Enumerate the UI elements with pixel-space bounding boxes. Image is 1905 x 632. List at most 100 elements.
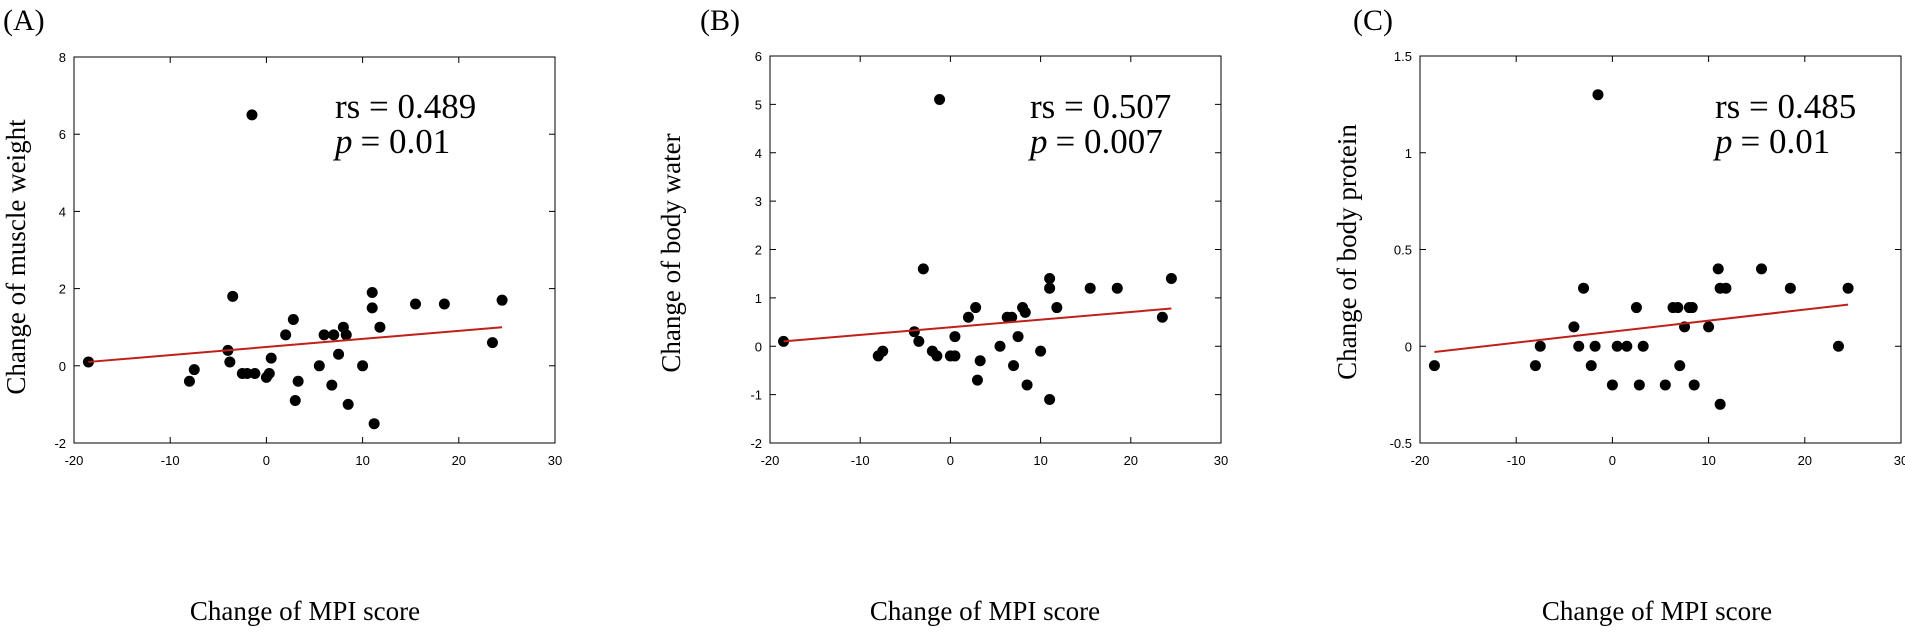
data-points xyxy=(82,109,508,430)
data-point xyxy=(241,368,253,380)
data-point xyxy=(287,313,299,325)
x-tick-label: 0 xyxy=(1609,453,1616,468)
x-tick-label: 10 xyxy=(1701,453,1715,468)
x-axis-title: Change of MPI score xyxy=(190,596,420,626)
data-point xyxy=(318,329,330,341)
data-point xyxy=(1044,393,1056,405)
y-tick-label: 0 xyxy=(59,359,66,374)
x-tick-labels: -20 -10 0 10 20 30 xyxy=(761,453,1229,468)
data-point xyxy=(292,375,304,387)
x-tick-label: 20 xyxy=(1124,453,1138,468)
trend-line xyxy=(1434,303,1849,354)
y-axis-title: Change of body protein xyxy=(1332,124,1362,380)
data-point xyxy=(1006,311,1018,323)
data-point xyxy=(496,294,508,306)
data-point xyxy=(1021,379,1033,391)
data-point xyxy=(962,311,974,323)
data-point xyxy=(949,350,961,362)
data-point xyxy=(368,418,380,430)
data-point xyxy=(1637,340,1649,352)
y-tick-labels: -2 -1 0 1 2 3 4 5 6 xyxy=(750,49,762,451)
data-point xyxy=(1714,398,1726,410)
data-point xyxy=(1720,282,1732,294)
data-point xyxy=(366,286,378,298)
y-tick-label: 1.5 xyxy=(1394,49,1412,64)
y-tick-label: 2 xyxy=(59,282,66,297)
data-point xyxy=(183,375,195,387)
plot-frame xyxy=(73,56,556,444)
data-point xyxy=(357,360,369,372)
y-axis-title: Change of body water xyxy=(656,133,686,372)
y-tick-label: 3 xyxy=(755,194,762,209)
data-point xyxy=(1529,360,1541,372)
tick-marks xyxy=(73,56,556,444)
x-tick-label: 0 xyxy=(263,453,270,468)
data-point xyxy=(1019,306,1031,318)
data-point xyxy=(1534,340,1546,352)
data-point xyxy=(410,298,422,310)
x-axis-title: Change of MPI score xyxy=(1542,596,1772,626)
y-tick-label: 0 xyxy=(755,339,762,354)
x-tick-label: 0 xyxy=(947,453,954,468)
data-point xyxy=(1712,263,1724,275)
p-annotation: p = 0.01 xyxy=(332,122,450,161)
data-points xyxy=(778,94,1177,405)
p-value: = 0.007 xyxy=(1056,122,1163,161)
data-point xyxy=(333,348,345,360)
rs-annotation: rs = 0.507 xyxy=(1030,87,1171,126)
data-point xyxy=(1672,302,1684,314)
tick-marks xyxy=(1419,55,1902,444)
data-point xyxy=(1703,321,1715,333)
data-point xyxy=(1044,273,1056,285)
data-point xyxy=(1611,340,1623,352)
p-value: = 0.01 xyxy=(361,122,451,161)
data-point xyxy=(366,302,378,314)
x-tick-label: 30 xyxy=(548,453,562,468)
data-point xyxy=(1573,340,1585,352)
data-point xyxy=(1578,282,1590,294)
data-point xyxy=(246,109,258,121)
x-tick-label: 30 xyxy=(1214,453,1228,468)
data-point xyxy=(1592,89,1604,101)
data-point xyxy=(1630,302,1642,314)
x-tick-label: 30 xyxy=(1894,453,1905,468)
data-point xyxy=(1008,360,1020,372)
data-point xyxy=(342,398,354,410)
panel-label: (B) xyxy=(700,4,740,37)
data-point xyxy=(1589,340,1601,352)
y-tick-label: 4 xyxy=(59,204,66,219)
data-point xyxy=(328,329,340,341)
p-value: = 0.01 xyxy=(1741,122,1831,161)
y-tick-label: -2 xyxy=(54,436,66,451)
data-point xyxy=(1428,360,1440,372)
p-symbol: p xyxy=(1712,122,1733,161)
rs-annotation: rs = 0.485 xyxy=(1715,87,1856,126)
y-tick-label: 5 xyxy=(755,97,762,112)
p-annotation: p = 0.007 xyxy=(1027,122,1163,161)
data-point xyxy=(1633,379,1645,391)
y-tick-labels: -2 0 2 4 6 8 xyxy=(54,50,66,451)
y-tick-label: -0.5 xyxy=(1390,436,1412,451)
y-tick-label: 4 xyxy=(755,146,762,161)
p-symbol: p xyxy=(1027,122,1048,161)
data-point xyxy=(970,302,982,314)
data-point xyxy=(1165,273,1177,285)
tick-marks xyxy=(769,55,1222,444)
p-annotation: p = 0.01 xyxy=(1712,122,1830,161)
data-point xyxy=(994,340,1006,352)
data-point xyxy=(1832,340,1844,352)
data-points xyxy=(1428,89,1854,410)
data-point xyxy=(1585,360,1597,372)
data-point xyxy=(224,356,236,368)
data-point xyxy=(917,263,929,275)
data-point xyxy=(1051,302,1063,314)
data-point xyxy=(1606,379,1618,391)
data-point xyxy=(1111,282,1123,294)
data-point xyxy=(1674,360,1686,372)
data-point xyxy=(326,379,338,391)
y-tick-label: 1 xyxy=(755,291,762,306)
data-point xyxy=(265,352,277,364)
trend-line xyxy=(88,326,503,363)
